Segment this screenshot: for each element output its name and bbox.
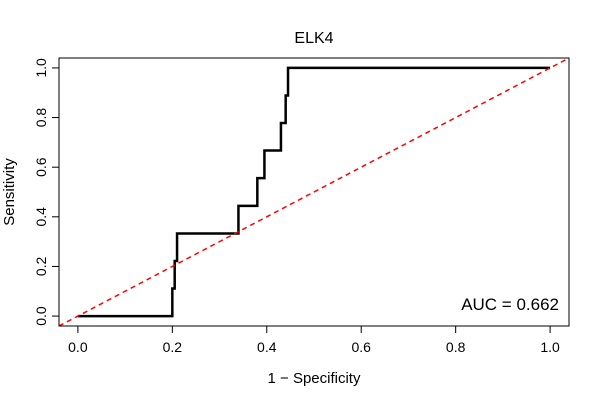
y-tick-label: 0.2 bbox=[33, 257, 49, 277]
y-axis-label: Sensitivity bbox=[1, 158, 18, 226]
y-tick-label: 0.8 bbox=[33, 108, 49, 128]
y-tick-label: 1.0 bbox=[33, 58, 49, 78]
x-tick-label: 0.0 bbox=[68, 339, 88, 355]
x-axis: 0.0 0.2 0.4 0.6 0.8 1.0 bbox=[68, 325, 560, 355]
x-tick-label: 0.2 bbox=[163, 339, 183, 355]
y-tick-label: 0.6 bbox=[33, 157, 49, 177]
y-axis: 0.0 0.2 0.4 0.6 0.8 1.0 bbox=[33, 58, 60, 326]
x-tick-label: 0.6 bbox=[351, 339, 371, 355]
x-tick-label: 0.4 bbox=[257, 339, 277, 355]
chart-title: ELK4 bbox=[294, 30, 333, 47]
series-layer bbox=[59, 58, 569, 326]
x-tick-label: 1.0 bbox=[540, 339, 560, 355]
y-tick-label: 0.4 bbox=[33, 207, 49, 227]
reference-diagonal-line bbox=[59, 58, 569, 326]
roc-curve-line bbox=[77, 66, 551, 318]
auc-annotation: AUC = 0.662 bbox=[461, 295, 559, 314]
y-tick-label: 0.0 bbox=[33, 306, 49, 326]
x-axis-label: 1 − Specificity bbox=[268, 370, 361, 387]
x-tick-label: 0.8 bbox=[446, 339, 466, 355]
